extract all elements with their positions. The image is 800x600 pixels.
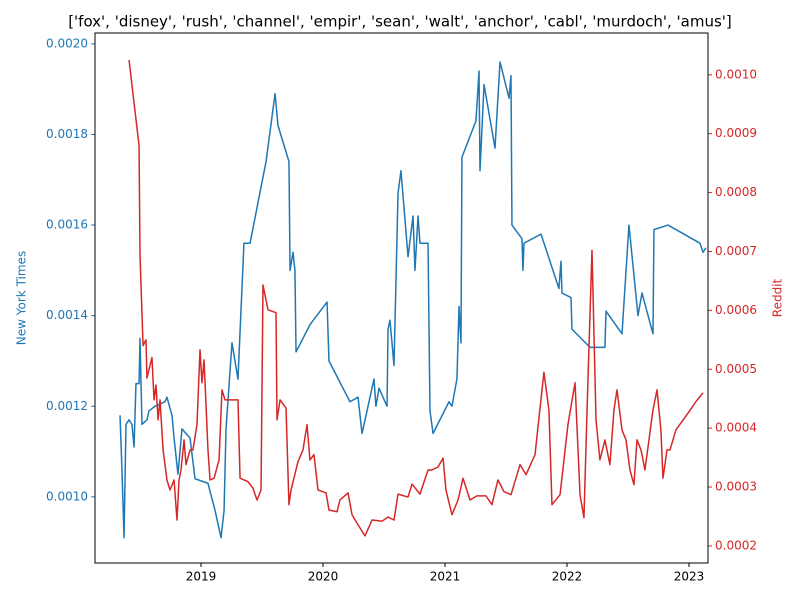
- x-tick-label: 2019: [186, 570, 217, 584]
- y2-tick-label: 0.0006: [715, 303, 757, 317]
- plot-frame: [94, 32, 709, 564]
- y2-axis-label: Reddit: [771, 278, 785, 317]
- x-tick-label: 2021: [430, 570, 461, 584]
- y2-tick-label: 0.0005: [715, 362, 757, 376]
- y2-tick-label: 0.0003: [715, 480, 757, 494]
- y-axis-label: New York Times: [15, 251, 29, 345]
- y-tick-label: 0.0018: [46, 127, 88, 141]
- y2-tick-label: 0.0010: [715, 67, 757, 81]
- chart-title: ['fox', 'disney', 'rush', 'channel', 'em…: [68, 13, 732, 31]
- y2-tick-label: 0.0009: [715, 126, 757, 140]
- y-tick-label: 0.0012: [46, 399, 88, 413]
- data-line: [119, 61, 707, 539]
- data-line: [128, 60, 704, 537]
- y2-tick-label: 0.0008: [715, 185, 757, 199]
- x-tick-label: 2022: [552, 570, 583, 584]
- y2-tick-label: 0.0002: [715, 538, 757, 552]
- x-tick-label: 2020: [308, 570, 339, 584]
- x-tick-label: 2023: [674, 570, 705, 584]
- y-tick-label: 0.0016: [46, 218, 88, 232]
- y2-tick-label: 0.0004: [715, 421, 757, 435]
- y2-tick-label: 0.0007: [715, 244, 757, 258]
- y-tick-label: 0.0020: [46, 36, 88, 50]
- y-tick-label: 0.0010: [46, 489, 88, 503]
- y-tick-label: 0.0014: [46, 308, 88, 322]
